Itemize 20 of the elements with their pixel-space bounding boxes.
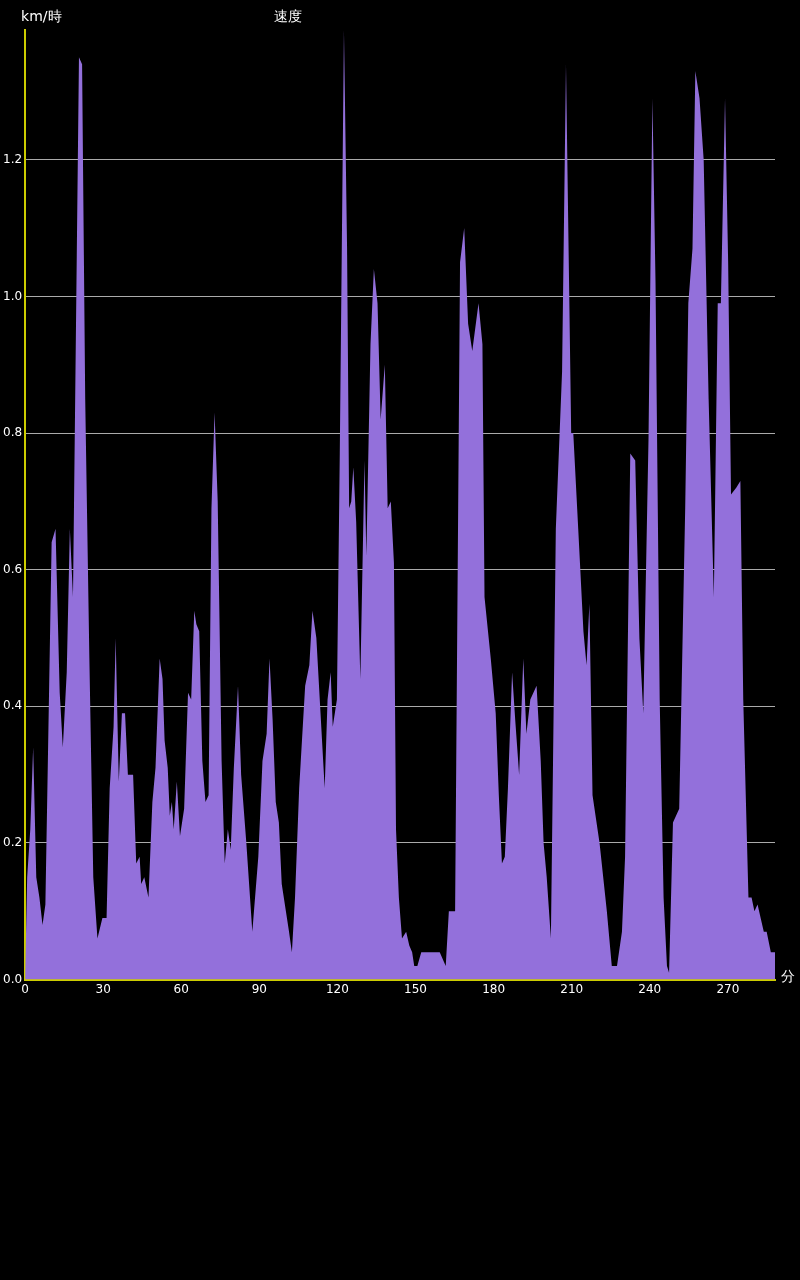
- y-tick-label: 0.6: [2, 561, 23, 576]
- x-tick-label: 90: [251, 981, 267, 996]
- x-tick-label: 120: [325, 981, 349, 996]
- x-tick-label: 60: [173, 981, 189, 996]
- y-tick-label: 0.8: [2, 425, 23, 440]
- y-axis-title: km/時: [21, 7, 62, 24]
- y-tick-label: 0.0: [2, 971, 23, 986]
- x-tick-label: 240: [638, 981, 662, 996]
- chart-title: 速度: [273, 7, 302, 24]
- y-tick-label: 1.0: [2, 288, 23, 303]
- x-tick-label: 0: [21, 981, 29, 996]
- y-tick-label: 1.2: [2, 151, 23, 166]
- x-tick-label: 270: [716, 981, 740, 996]
- x-tick-label: 150: [404, 981, 427, 996]
- x-tick-label: 180: [482, 981, 506, 996]
- y-tick-label: 0.2: [2, 835, 23, 850]
- x-tick-label: 30: [95, 981, 111, 996]
- x-axis-title: 分: [781, 968, 795, 985]
- y-tick-label: 0.4: [2, 698, 23, 713]
- x-tick-label: 210: [560, 981, 584, 996]
